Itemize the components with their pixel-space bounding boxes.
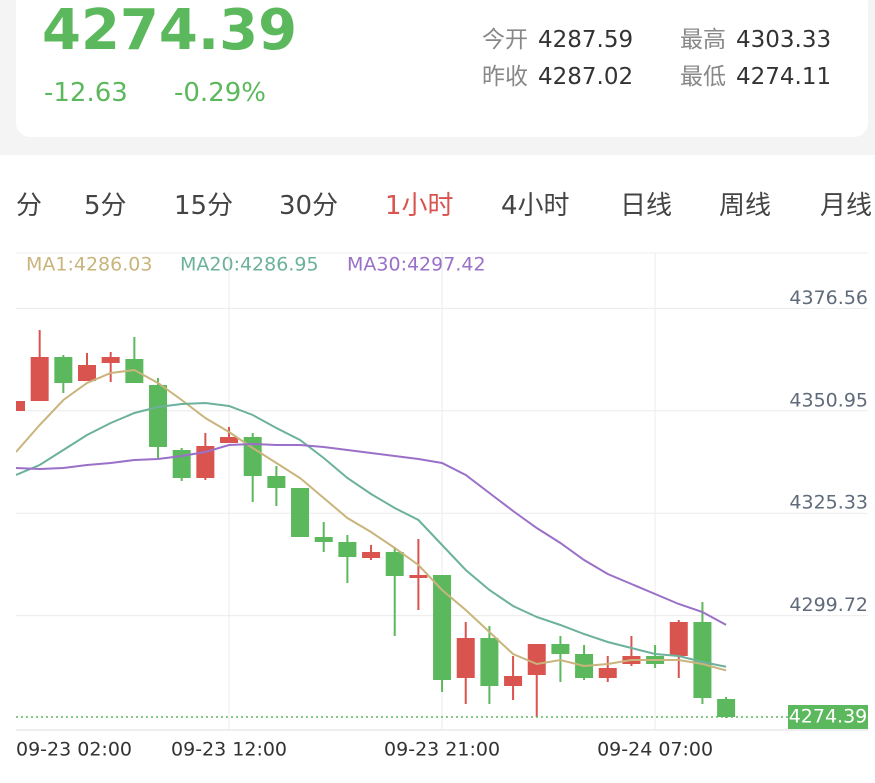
- candle-body: [243, 437, 262, 476]
- timeframe-tab[interactable]: 月线: [820, 191, 873, 221]
- candle-body: [385, 552, 404, 576]
- x-tick-label: 09-23 02:00: [16, 739, 132, 761]
- candle-body: [480, 638, 499, 686]
- candle-body: [338, 542, 357, 557]
- x-tick-label: 09-23 12:00: [171, 739, 287, 761]
- timeframe-tab[interactable]: 分: [16, 191, 43, 221]
- stat-label: 昨收: [482, 64, 528, 90]
- candle-body: [54, 357, 73, 383]
- candle-body: [291, 488, 310, 537]
- candle-body: [149, 385, 168, 447]
- timeframe-tab[interactable]: 周线: [719, 191, 772, 221]
- y-tick-label: 4350.95: [789, 389, 868, 411]
- candle-body: [16, 401, 25, 411]
- candle-body: [598, 668, 617, 678]
- x-tick-label: 09-23 21:00: [384, 739, 500, 761]
- timeframe-tab[interactable]: 15分: [174, 191, 234, 221]
- change-pct: -0.29%: [174, 78, 266, 108]
- timeframe-tab[interactable]: 30分: [279, 191, 339, 221]
- ma-line: [16, 401, 727, 668]
- legend-entry: MA30:4297.42: [347, 254, 486, 276]
- candle-body: [456, 638, 475, 678]
- current-price-label: 4274.39: [789, 706, 868, 728]
- x-tick-label: 09-24 07:00: [597, 739, 713, 761]
- chart: MA1:4286.03 MA20:4286.95 MA30:4297.42 4376.…: [16, 252, 868, 761]
- timeframe-tab[interactable]: 日线: [620, 191, 673, 221]
- timeframe-tab[interactable]: 4小时: [501, 191, 570, 221]
- candle-body: [30, 357, 49, 401]
- stat-value: 4287.02: [538, 64, 634, 90]
- candle-body: [527, 644, 546, 675]
- candle-body: [220, 437, 239, 443]
- plot: [16, 330, 736, 719]
- candle-body: [267, 476, 286, 488]
- stat-label: 最高: [680, 27, 726, 53]
- candle-body: [314, 537, 333, 542]
- candle-body: [693, 622, 712, 698]
- y-tick-label: 4299.72: [789, 594, 868, 616]
- stat-value: 4287.59: [538, 27, 634, 53]
- candle-body: [101, 357, 120, 363]
- ma-line: [16, 442, 727, 626]
- stat: 昨收 4287.02: [482, 57, 633, 91]
- current-price-box: [788, 705, 868, 729]
- candle-body: [717, 699, 736, 717]
- legend-entry: MA20:4286.95: [180, 254, 319, 276]
- stat-label: 今开: [482, 27, 528, 53]
- stat-value: 4303.33: [736, 27, 832, 53]
- candle-body: [196, 446, 215, 478]
- stat-label: 最低: [680, 64, 726, 90]
- quote-card: 4274.39 -12.63 -0.29% 今开 4287.59 昨收 4287.0…: [16, 0, 868, 137]
- y-tick-label: 4325.33: [789, 492, 868, 514]
- legend-entry: MA1:4286.03: [26, 254, 152, 276]
- candle-body: [669, 622, 688, 656]
- candle-body: [433, 575, 452, 680]
- y-tick-label: 4376.56: [789, 287, 868, 309]
- candle-body: [78, 365, 97, 381]
- change: -12.63: [44, 78, 128, 108]
- stat-value: 4274.11: [736, 64, 832, 90]
- stat: 最高 4303.33: [680, 20, 831, 54]
- candle-body: [409, 575, 428, 578]
- candle-body: [551, 644, 570, 654]
- stat: 最低 4274.11: [680, 57, 831, 91]
- price: 4274.39: [42, 0, 298, 63]
- candle-body: [362, 552, 381, 558]
- timeframe-tab[interactable]: 1小时: [385, 191, 454, 221]
- candle-body: [504, 676, 523, 686]
- timeframe-tab[interactable]: 5分: [84, 191, 127, 221]
- ma-line: [16, 368, 727, 672]
- stat: 今开 4287.59: [482, 20, 633, 54]
- chart-card: 分 5分 15分 30分 1小时 4小时 日线 周线 月线 MA1:4286.03 MA20:42…: [0, 155, 875, 783]
